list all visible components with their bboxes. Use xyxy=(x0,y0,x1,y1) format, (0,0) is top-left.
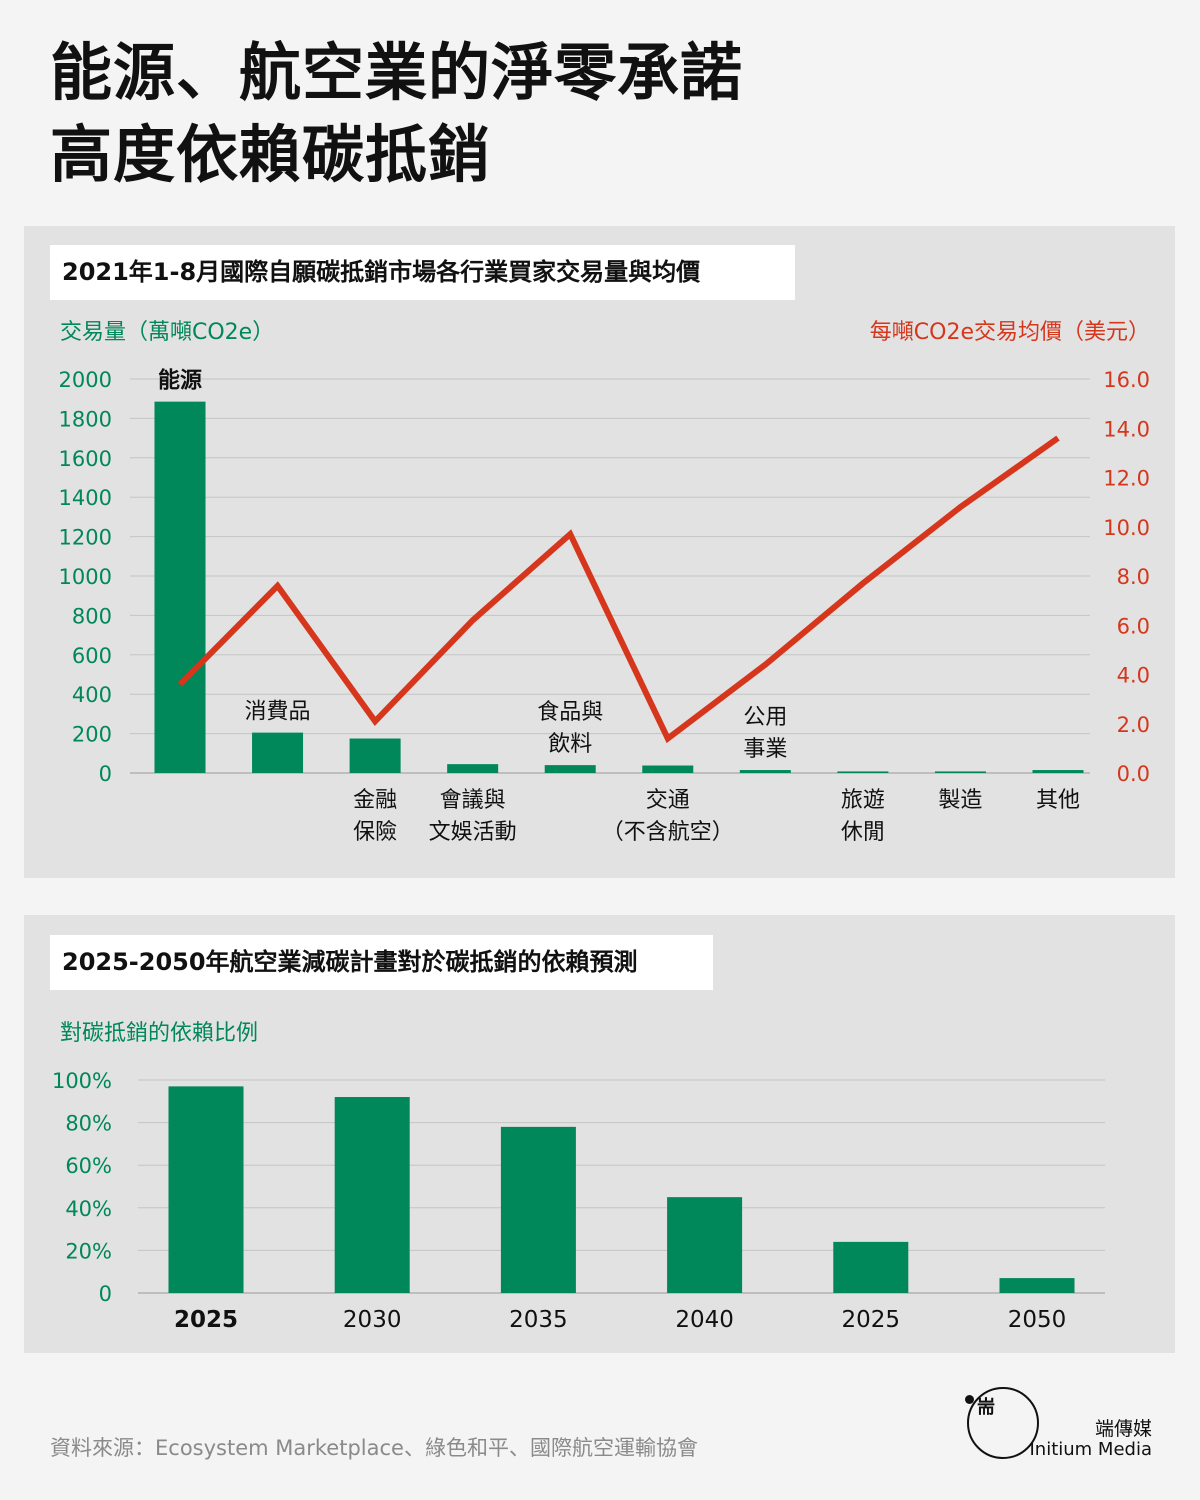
category-label: 會議與 xyxy=(440,788,506,813)
category-label: 能源 xyxy=(158,368,202,394)
reliance-bar xyxy=(334,1097,410,1293)
volume-bar xyxy=(739,770,791,773)
year-label: 2025 xyxy=(174,1307,238,1333)
left-tick-label: 400 xyxy=(72,683,112,707)
right-axis-label: 每噸CO2e交易均價（美元） xyxy=(870,320,1150,345)
volume-bar xyxy=(1032,770,1084,773)
y-axis-label: 對碳抵銷的依賴比例 xyxy=(60,1021,258,1046)
logo-glyph: 耑 xyxy=(977,1397,995,1418)
y-tick-label: 80% xyxy=(65,1112,112,1136)
volume-bar xyxy=(154,401,206,773)
volume-bar xyxy=(934,771,986,773)
headline-line-2: 高度依賴碳抵銷 xyxy=(50,118,492,191)
category-label: 公用 xyxy=(743,705,787,730)
volume-bar xyxy=(544,765,596,773)
category-label: 製造 xyxy=(938,788,982,813)
y-tick-label: 0 xyxy=(99,1282,112,1306)
category-label: 其他 xyxy=(1036,788,1080,813)
right-tick-label: 14.0 xyxy=(1103,417,1150,441)
category-label: 食品與 xyxy=(537,700,603,725)
volume-bar xyxy=(642,765,694,773)
volume-bar xyxy=(837,771,889,773)
left-tick-label: 800 xyxy=(72,604,112,628)
left-tick-label: 1600 xyxy=(59,447,112,471)
y-tick-label: 100% xyxy=(52,1069,112,1093)
left-tick-label: 1000 xyxy=(59,565,112,589)
brand-name-cn: 端傳媒 xyxy=(1094,1418,1152,1440)
volume-bar xyxy=(447,764,499,773)
sector-chart-title: 2021年1-8月國際自願碳抵銷市場各行業買家交易量與均價 xyxy=(50,245,795,300)
right-tick-label: 12.0 xyxy=(1103,467,1150,491)
category-label: 休閒 xyxy=(841,820,885,845)
left-tick-label: 1400 xyxy=(59,486,112,510)
right-tick-label: 4.0 xyxy=(1117,664,1150,688)
left-tick-label: 0 xyxy=(99,762,112,786)
right-tick-label: 8.0 xyxy=(1117,565,1150,589)
right-tick-label: 2.0 xyxy=(1117,713,1150,737)
category-label: 文娛活動 xyxy=(429,820,517,845)
category-label: 保險 xyxy=(353,820,397,845)
reliance-bar xyxy=(667,1197,743,1293)
year-label: 2050 xyxy=(1008,1307,1067,1333)
left-tick-label: 600 xyxy=(72,644,112,668)
year-label: 2030 xyxy=(343,1307,402,1333)
year-label: 2025 xyxy=(842,1307,901,1333)
right-tick-label: 16.0 xyxy=(1103,368,1150,392)
initium-logo: 耑 xyxy=(965,1387,1039,1459)
source-note: 資料來源：Ecosystem Marketplace、綠色和平、國際航空運輸協會 xyxy=(50,1436,698,1460)
right-tick-label: 6.0 xyxy=(1117,614,1150,638)
left-tick-label: 200 xyxy=(72,723,112,747)
reliance-bar xyxy=(168,1086,244,1293)
sector-chart-panel: 2021年1-8月國際自願碳抵銷市場各行業買家交易量與均價 交易量（萬噸CO2e… xyxy=(24,226,1175,878)
logo-dot xyxy=(965,1395,974,1404)
y-tick-label: 40% xyxy=(65,1197,112,1221)
right-tick-label: 10.0 xyxy=(1103,516,1150,540)
aviation-chart-title: 2025-2050年航空業減碳計畫對於碳抵銷的依賴預測 xyxy=(50,935,713,990)
category-label: 事業 xyxy=(743,737,787,762)
sector-chart: 交易量（萬噸CO2e） 每噸CO2e交易均價（美元） 0 200 400 600 800 10… xyxy=(59,320,1150,845)
reliance-bar xyxy=(999,1278,1075,1293)
right-tick-label: 0.0 xyxy=(1117,762,1150,786)
aviation-chart-panel: 2025-2050年航空業減碳計畫對於碳抵銷的依賴預測 對碳抵銷的依賴比例 0 20… xyxy=(24,915,1175,1353)
category-label: （不含航空） xyxy=(602,820,734,845)
y-tick-label: 20% xyxy=(65,1239,112,1263)
brand-name-en: Initium Media xyxy=(1029,1439,1152,1460)
left-tick-label: 2000 xyxy=(59,368,112,392)
category-label: 消費品 xyxy=(245,700,311,725)
headline-line-1: 能源、航空業的淨零承諾 xyxy=(50,36,744,109)
category-label: 飲料 xyxy=(548,732,592,757)
aviation-chart: 對碳抵銷的依賴比例 0 20% 40% 60% 80% 100% 2025 2030 2035 20… xyxy=(52,1021,1105,1333)
y-tick-label: 60% xyxy=(65,1154,112,1178)
volume-bar xyxy=(252,732,304,773)
reliance-bar xyxy=(833,1241,909,1293)
year-label: 2035 xyxy=(509,1307,568,1333)
year-label: 2040 xyxy=(675,1307,734,1333)
category-label: 交通 xyxy=(646,788,690,813)
category-label: 金融 xyxy=(353,788,397,813)
left-axis-label: 交易量（萬噸CO2e） xyxy=(60,320,274,345)
volume-bar xyxy=(349,738,401,773)
headline: 能源、航空業的淨零承諾 高度依賴碳抵銷 xyxy=(50,32,743,196)
left-tick-label: 1200 xyxy=(59,526,112,550)
category-label: 旅遊 xyxy=(841,788,885,813)
price-line xyxy=(177,435,1060,744)
left-tick-label: 1800 xyxy=(59,407,112,431)
reliance-bar xyxy=(500,1126,576,1293)
